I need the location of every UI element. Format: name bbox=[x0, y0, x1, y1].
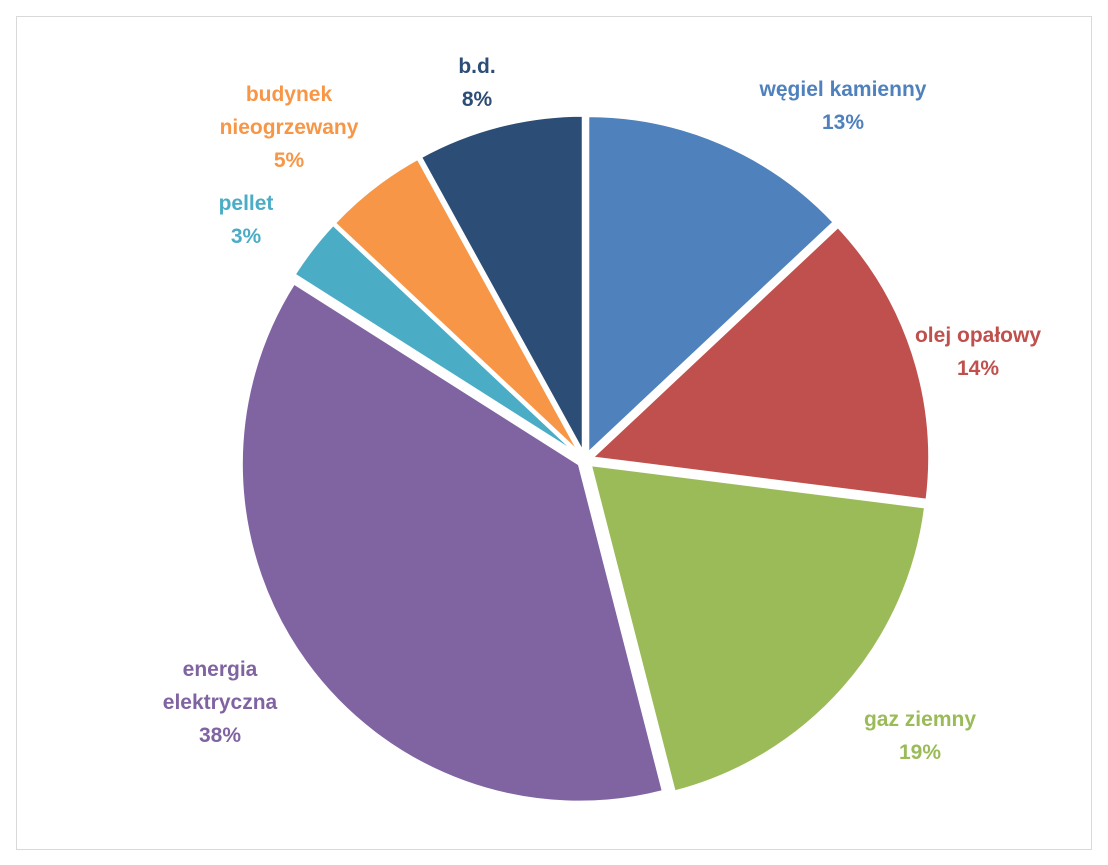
slice-name: b.d. bbox=[458, 55, 495, 78]
slice-label-6: b.d. 8% bbox=[458, 55, 495, 111]
slice-name: budynek bbox=[246, 83, 333, 106]
pie-labels: węgiel kamienny 13% olej opałowy 14% gaz zie… bbox=[163, 55, 1042, 764]
slice-percent: 38% bbox=[199, 724, 241, 747]
slice-percent: 14% bbox=[957, 357, 999, 380]
pie-slice-energia-elektryczna bbox=[239, 281, 665, 804]
pie-slice-budynek-nieogrzewany bbox=[332, 156, 583, 456]
slice-label-5: budynek nieogrzewany 5% bbox=[220, 83, 359, 172]
slice-name: olej opałowy bbox=[915, 324, 1041, 347]
pie-slices bbox=[239, 113, 932, 804]
slice-percent: 19% bbox=[899, 741, 941, 764]
slice-name: elektryczna bbox=[163, 691, 278, 714]
slice-percent: 8% bbox=[462, 88, 493, 111]
slice-label-4: pellet 3% bbox=[219, 192, 274, 248]
pie-slice-olej-opałowy bbox=[590, 224, 932, 502]
slice-name: gaz ziemny bbox=[864, 708, 976, 731]
slice-label-0: węgiel kamienny 13% bbox=[759, 78, 927, 134]
slice-name: węgiel kamienny bbox=[759, 78, 927, 101]
slice-name: nieogrzewany bbox=[220, 116, 359, 139]
pie-slice-pellet bbox=[292, 222, 581, 458]
slice-percent: 3% bbox=[231, 225, 262, 248]
slice-label-2: gaz ziemny 19% bbox=[864, 708, 976, 764]
slice-label-3: energia elektryczna 38% bbox=[163, 658, 278, 747]
slice-percent: 5% bbox=[274, 149, 305, 172]
slice-label-1: olej opałowy 14% bbox=[915, 324, 1041, 380]
pie-slice-b-d- bbox=[418, 113, 585, 455]
pie-slice-gaz-ziemny bbox=[588, 463, 928, 794]
slice-name: pellet bbox=[219, 192, 274, 215]
slice-name: energia bbox=[183, 658, 258, 681]
pie-slice-węgiel-kamienny bbox=[586, 114, 836, 456]
slice-percent: 13% bbox=[822, 111, 864, 134]
